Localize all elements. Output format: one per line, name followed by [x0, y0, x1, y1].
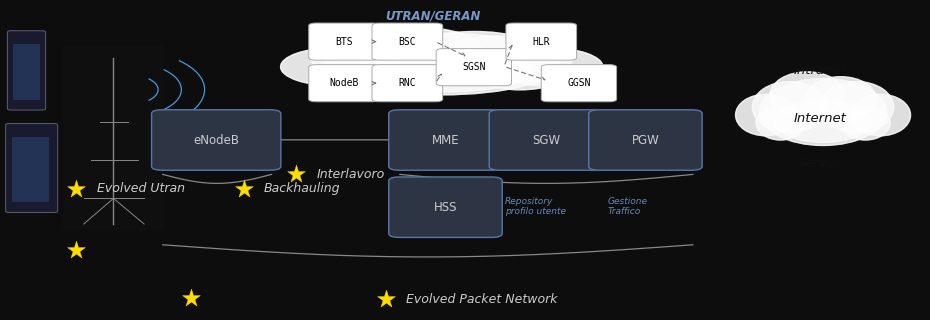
FancyBboxPatch shape [6, 124, 58, 212]
Ellipse shape [318, 58, 409, 90]
Ellipse shape [492, 48, 603, 86]
Ellipse shape [352, 53, 531, 92]
Ellipse shape [281, 48, 392, 86]
Ellipse shape [312, 36, 448, 83]
Point [288, 172, 303, 177]
Point [236, 186, 251, 191]
Ellipse shape [474, 58, 565, 90]
Text: Internet: Internet [794, 112, 846, 125]
Text: Evolved Utran: Evolved Utran [97, 182, 185, 195]
Ellipse shape [325, 33, 559, 95]
Ellipse shape [770, 72, 844, 118]
Ellipse shape [756, 106, 805, 140]
FancyBboxPatch shape [589, 110, 702, 170]
Text: Backhauling: Backhauling [264, 182, 340, 195]
Ellipse shape [492, 48, 603, 86]
FancyBboxPatch shape [13, 44, 40, 100]
Ellipse shape [841, 106, 890, 140]
Point [379, 297, 393, 302]
Ellipse shape [805, 77, 876, 121]
Ellipse shape [409, 31, 539, 72]
Ellipse shape [850, 94, 910, 136]
FancyBboxPatch shape [309, 23, 379, 60]
FancyBboxPatch shape [7, 31, 46, 110]
Text: RNC: RNC [399, 78, 416, 88]
Text: SGSN: SGSN [462, 62, 485, 72]
Ellipse shape [325, 33, 559, 95]
Ellipse shape [760, 78, 886, 145]
Point [69, 186, 84, 191]
FancyBboxPatch shape [309, 65, 379, 102]
Text: PGW: PGW [631, 133, 659, 147]
Text: eNodeB: eNodeB [193, 133, 239, 147]
Ellipse shape [841, 106, 890, 140]
Ellipse shape [736, 94, 796, 136]
FancyBboxPatch shape [12, 137, 49, 202]
Ellipse shape [409, 31, 539, 72]
Text: SGW: SGW [532, 133, 560, 147]
FancyBboxPatch shape [63, 45, 164, 230]
Text: Gestione
Traffico: Gestione Traffico [607, 197, 647, 216]
Point [69, 247, 84, 252]
FancyBboxPatch shape [372, 23, 443, 60]
Text: Interlavoro: Interlavoro [316, 168, 384, 181]
Ellipse shape [805, 77, 876, 121]
FancyBboxPatch shape [541, 65, 617, 102]
Ellipse shape [775, 100, 871, 142]
Ellipse shape [850, 94, 910, 136]
Point [183, 295, 198, 300]
FancyBboxPatch shape [372, 65, 443, 102]
Ellipse shape [281, 48, 392, 86]
FancyBboxPatch shape [389, 177, 502, 237]
Text: Repository
profilo utente: Repository profilo utente [505, 197, 566, 216]
Ellipse shape [344, 27, 481, 69]
FancyBboxPatch shape [436, 49, 512, 86]
Ellipse shape [819, 82, 894, 133]
FancyBboxPatch shape [389, 110, 502, 170]
Text: HSS: HSS [433, 201, 458, 214]
Text: UTRAN/GERAN: UTRAN/GERAN [385, 10, 480, 22]
Ellipse shape [760, 78, 886, 145]
Text: BSC: BSC [399, 36, 416, 47]
Ellipse shape [435, 36, 572, 83]
Ellipse shape [435, 36, 572, 83]
Ellipse shape [736, 94, 796, 136]
Text: Evolved Packet Network: Evolved Packet Network [406, 293, 558, 306]
Ellipse shape [770, 72, 844, 118]
Ellipse shape [352, 53, 531, 92]
Text: NodeB: NodeB [329, 78, 359, 88]
Ellipse shape [318, 58, 409, 90]
Ellipse shape [775, 100, 871, 142]
FancyBboxPatch shape [152, 110, 281, 170]
FancyBboxPatch shape [506, 23, 577, 60]
Text: MME: MME [432, 133, 459, 147]
Ellipse shape [752, 82, 827, 133]
Text: GGSN: GGSN [567, 78, 591, 88]
Text: HLR: HLR [533, 36, 550, 47]
Ellipse shape [474, 58, 565, 90]
Ellipse shape [756, 106, 805, 140]
Text: Intranet: Intranet [794, 64, 846, 77]
Text: BTS: BTS [336, 36, 352, 47]
Ellipse shape [752, 82, 827, 133]
Text: Servizi: Servizi [798, 157, 843, 170]
FancyBboxPatch shape [489, 110, 603, 170]
Ellipse shape [819, 82, 894, 133]
Ellipse shape [312, 36, 448, 83]
Ellipse shape [344, 27, 481, 69]
